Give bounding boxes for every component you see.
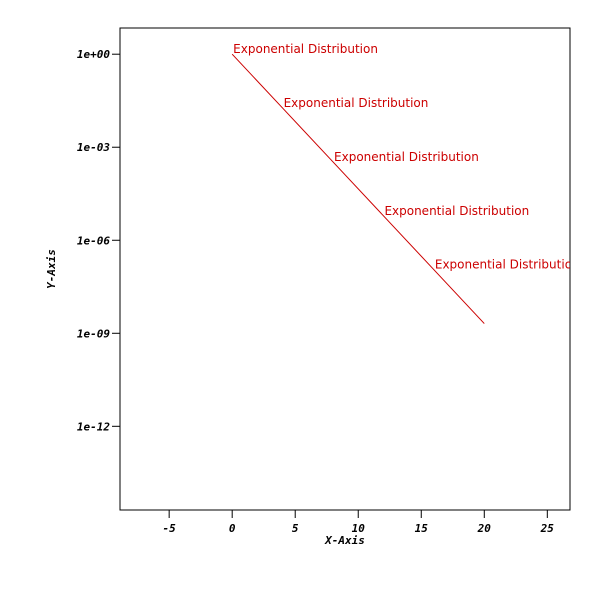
y-axis-label: Y-Axis [45, 249, 58, 289]
x-tick-label: 15 [415, 522, 429, 535]
annotation: Exponential Distribution [384, 204, 529, 218]
y-tick-label: 1e+00 [77, 48, 110, 61]
x-tick-label: 20 [477, 522, 492, 535]
plot-area: Exponential Distribution Exponential Dist… [231, 42, 580, 324]
plot-frame [119, 27, 571, 511]
x-tick-label: 5 [292, 522, 299, 535]
x-axis-label: X-Axis [324, 534, 365, 547]
y-tick-label: 1e-12 [77, 420, 110, 433]
x-tick-label: 10 [352, 522, 366, 535]
x-tick-label: 0 [229, 522, 236, 535]
y-tick-label: 1e-06 [77, 234, 110, 247]
y-tick-label: 1e-03 [77, 141, 110, 154]
annotation: Exponential Distribution [284, 96, 429, 110]
annotation: Exponential Distribution [334, 150, 479, 164]
x-tick-label: -5 [163, 522, 177, 535]
x-tick-label: 25 [540, 522, 555, 535]
annotation: Exponential Distribution [435, 258, 580, 272]
annotation: Exponential Distribution [233, 42, 378, 56]
line [231, 53, 485, 324]
y-tick-label: 1e-09 [77, 327, 110, 340]
